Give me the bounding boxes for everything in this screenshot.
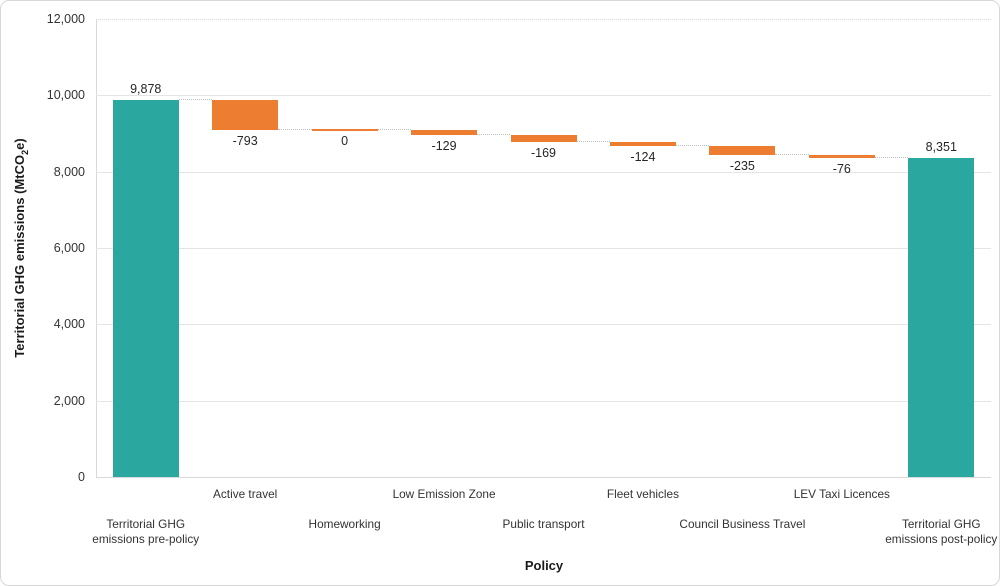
x-category-label: Public transport: [459, 517, 629, 532]
x-category-label-line: Territorial GHG: [901, 517, 981, 531]
y-tick-label: 0: [78, 470, 85, 484]
waterfall-connector: [874, 157, 909, 159]
waterfall-connector: [377, 129, 412, 131]
waterfall-connector: [775, 154, 809, 156]
x-category-label-line: emissions post-policy: [885, 532, 998, 546]
y-tick-label: 6,000: [53, 241, 85, 255]
x-category-label-line: Fleet vehicles: [606, 487, 679, 501]
x-category-label-line: Homeworking: [308, 517, 381, 531]
waterfall-connector: [477, 134, 511, 136]
y-tick-label: 8,000: [53, 164, 85, 179]
y-tick-label: 12,000: [46, 12, 85, 26]
x-category-label: Homeworking: [260, 517, 430, 532]
x-category-label: Low Emission Zone: [359, 487, 529, 502]
bar-value-label: 0: [341, 134, 349, 149]
bar-value-label: 9,878: [130, 81, 162, 96]
bar-value-label: -129: [431, 139, 457, 154]
waterfall-bar-6: [609, 141, 676, 147]
x-category-label-line: Low Emission Zone: [392, 487, 496, 501]
waterfall-bar-9: [908, 158, 975, 477]
subscript-2: 2: [19, 149, 30, 155]
bar-value-label: -793: [232, 134, 258, 149]
y-tick-label: 4,000: [53, 317, 85, 332]
bar-value-label: -124: [630, 150, 656, 165]
x-category-label: Fleet vehicles: [558, 487, 728, 502]
waterfall-bar-2: [212, 99, 279, 131]
waterfall-connector: [278, 129, 312, 131]
x-axis-title: Policy: [524, 558, 564, 573]
x-category-label-line: LEV Taxi Licences: [793, 487, 890, 501]
gridline: [96, 171, 991, 173]
x-category-label: LEV Taxi Licences: [757, 487, 927, 502]
bar-value-label: 8,351: [925, 140, 957, 155]
waterfall-bar-1: [112, 99, 179, 477]
x-category-label: Territorial GHG emissions post-policy: [856, 517, 999, 547]
waterfall-bar-4: [411, 130, 478, 136]
x-category-label-line: Council Business Travel: [679, 517, 806, 531]
y-tick-label: 10,000: [46, 88, 85, 103]
x-category-label-line: emissions pre-policy: [92, 532, 200, 546]
gridline: [96, 400, 991, 402]
waterfall-bar-8: [808, 155, 875, 159]
bar-value-label: -169: [530, 145, 557, 160]
waterfall-connector: [178, 98, 213, 100]
waterfall-connector: [576, 140, 610, 142]
gridline: [96, 248, 991, 249]
x-category-label-line: Active travel: [213, 487, 278, 501]
x-category-label: Territorial GHG emissions pre-policy: [61, 517, 231, 547]
x-category-label: Active travel: [160, 487, 330, 502]
bar-value-label: -235: [729, 159, 755, 174]
y-tick-label: 2,000: [53, 393, 85, 408]
waterfall-bar-7: [709, 146, 776, 156]
x-axis-line: [96, 477, 991, 478]
waterfall-bar-5: [510, 135, 577, 142]
x-category-label-line: Territorial GHG: [106, 517, 186, 531]
y-axis-title-text: Territorial GHG emissions (MtCO2e): [12, 138, 30, 358]
waterfall-connector: [675, 145, 710, 147]
gridline: [96, 95, 991, 97]
x-category-label: Council Business Travel: [657, 517, 827, 532]
bar-value-label: -76: [832, 162, 851, 177]
gridline: [96, 324, 991, 326]
waterfall-bar-3: [311, 129, 378, 132]
x-category-label-line: Public transport: [502, 517, 585, 531]
